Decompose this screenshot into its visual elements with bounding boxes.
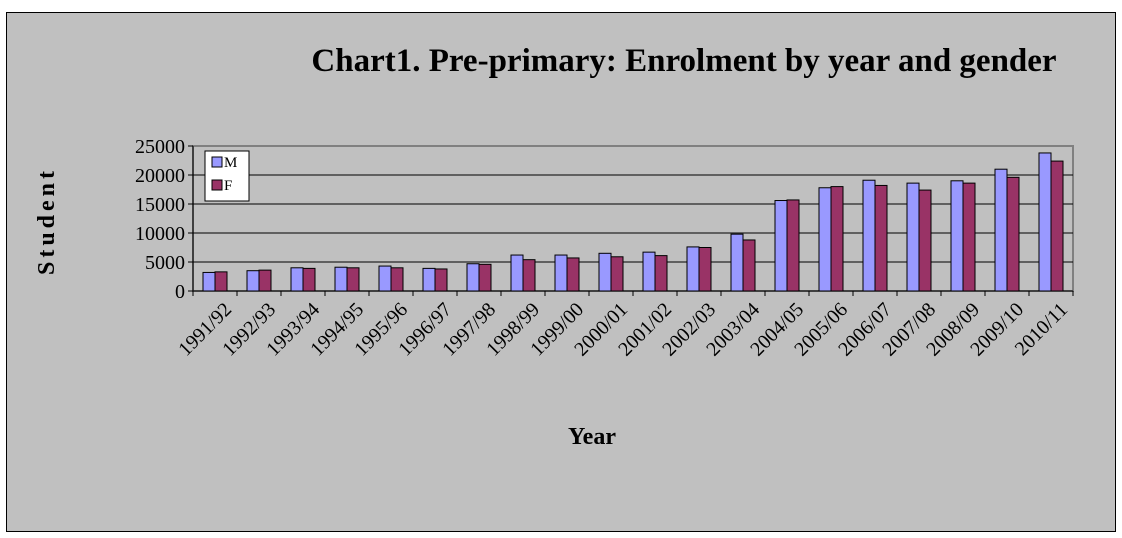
y-tick-label: 10000 [135,223,185,245]
bar-f [742,239,756,292]
bar-m [510,254,524,292]
bar-f [214,271,228,292]
bar-m [994,168,1008,292]
bar-m [598,252,612,292]
bar-f [962,182,976,292]
bar-m [334,266,348,292]
bar-m [378,265,392,292]
bar-m [1038,152,1052,292]
y-tick-label: 20000 [135,165,185,187]
bar-f [522,259,536,292]
legend-label-m: M [224,155,237,171]
bar-f [478,263,492,292]
chart-area: Chart1. Pre-primary: Enrolment by year a… [6,12,1116,532]
legend-swatch-f [211,179,223,191]
legend-swatch-m [211,156,223,168]
bar-m [818,187,832,292]
bar-f [346,267,360,292]
bar-f [390,267,404,292]
plot-group: 0 5000 10000 15000 20000 25000 1991/921992/93… [135,136,1074,361]
legend: M F [204,150,250,202]
y-tick-label: 5000 [145,252,185,274]
bar-f [786,199,800,292]
bar-f [918,189,932,292]
x-axis-title: Year [568,424,616,450]
legend-label-f: F [224,178,232,194]
bar-f [1050,160,1064,292]
plot-area [192,145,1074,292]
x-axis-ticks: 1991/921992/931993/941994/951995/961996/… [174,291,1074,361]
bar-f [258,269,272,292]
bar-f [566,257,580,292]
y-tick-label: 25000 [135,136,185,158]
bar-f [874,184,888,292]
bar-m [774,200,788,292]
bar-m [290,267,304,292]
bar-f [698,247,712,292]
y-axis-ticks: 0 5000 10000 15000 20000 25000 [135,136,193,303]
bar-m [686,246,700,292]
bar-m [906,182,920,292]
bar-f [434,268,448,292]
bar-m [554,254,568,292]
y-tick-label: 15000 [135,194,185,216]
bar-m [246,270,260,292]
bar-f [654,255,668,292]
bar-f [302,267,316,292]
bar-f [1006,176,1020,292]
bar-f [830,186,844,292]
bar-m [466,263,480,292]
bar-m [862,179,876,292]
bars [202,152,1064,292]
bar-m [730,233,744,292]
bar-f [610,256,624,292]
bar-chart: Chart1. Pre-primary: Enrolment by year a… [34,43,1074,450]
y-axis-title: Student [34,167,60,275]
bar-m [950,180,964,292]
y-tick-label: 0 [175,281,185,303]
bar-m [422,267,436,292]
bar-m [202,271,216,292]
chart-title: Chart1. Pre-primary: Enrolment by year a… [311,43,1056,79]
bar-m [642,251,656,292]
